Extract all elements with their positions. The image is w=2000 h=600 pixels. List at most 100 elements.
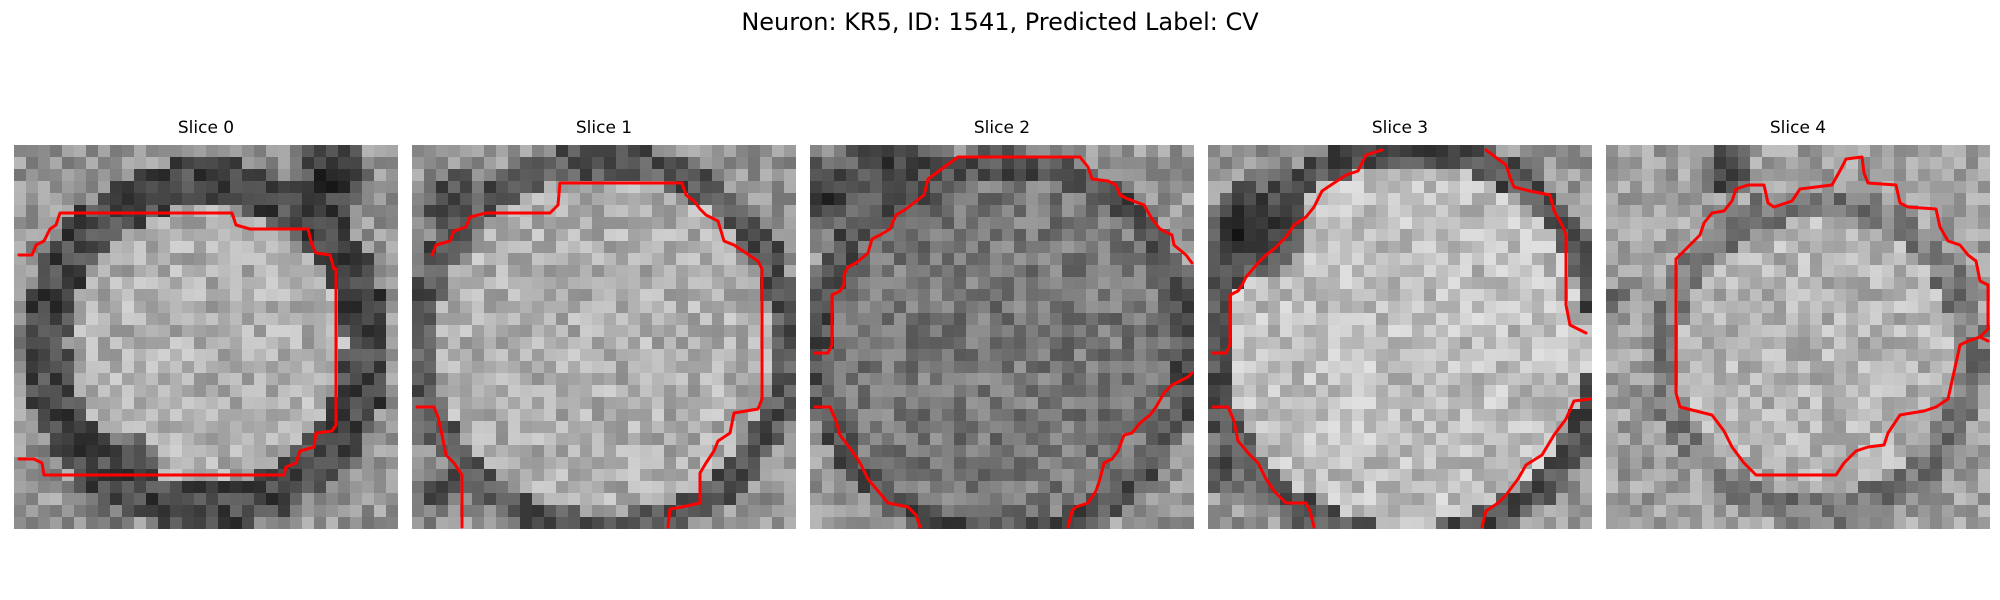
pixel-cell [1268, 265, 1281, 278]
pixel-cell [122, 421, 135, 434]
pixel-cell [1134, 337, 1147, 350]
segmentation-contour [430, 181, 764, 529]
pixel-cell [748, 349, 761, 362]
pixel-cell [990, 325, 1003, 338]
pixel-cell [1520, 517, 1533, 529]
pixel-cell [266, 433, 279, 446]
pixel-cell [170, 409, 183, 422]
pixel-cell [278, 289, 291, 302]
pixel-cell [954, 205, 967, 218]
pixel-cell [676, 205, 689, 218]
pixel-cell [436, 325, 449, 338]
pixel-cell [1460, 397, 1473, 410]
pixel-cell [134, 157, 147, 170]
pixel-cell [1436, 301, 1449, 314]
pixel-cell [1618, 313, 1631, 326]
pixel-cell [484, 277, 497, 290]
pixel-cell [810, 493, 823, 506]
pixel-cell [664, 253, 677, 266]
pixel-cell [1026, 229, 1039, 242]
pixel-cell [1678, 289, 1691, 302]
pixel-cell [1954, 289, 1967, 302]
pixel-cell [834, 157, 847, 170]
pixel-cell [1556, 493, 1569, 506]
pixel-cell [374, 253, 387, 266]
pixel-cell [350, 301, 363, 314]
pixel-cell [1918, 433, 1931, 446]
pixel-cell [1786, 349, 1799, 362]
pixel-cell [1472, 169, 1485, 182]
pixel-cell [942, 277, 955, 290]
pixel-cell [1678, 301, 1691, 314]
pixel-cell [966, 493, 979, 506]
pixel-cell [26, 349, 39, 362]
pixel-cell [918, 217, 931, 230]
pixel-cell [1256, 217, 1269, 230]
pixel-cell [1146, 349, 1159, 362]
pixel-cell [592, 505, 605, 518]
pixel-cell [182, 289, 195, 302]
pixel-cell [1822, 217, 1835, 230]
pixel-cell [930, 301, 943, 314]
pixel-cell [1158, 157, 1171, 170]
pixel-cell [1256, 421, 1269, 434]
pixel-cell [846, 361, 859, 374]
pixel-cell [1642, 373, 1655, 386]
pixel-cell [894, 289, 907, 302]
pixel-cell [688, 253, 701, 266]
pixel-cell [1496, 457, 1509, 470]
pixel-cell [230, 169, 243, 182]
pixel-cell [1654, 205, 1667, 218]
pixel-cell [170, 277, 183, 290]
pixel-cell [1280, 397, 1293, 410]
pixel-cell [1098, 325, 1111, 338]
pixel-cell [1606, 325, 1619, 338]
pixel-cell [508, 145, 521, 158]
pixel-cell [1630, 325, 1643, 338]
pixel-cell [748, 337, 761, 350]
pixel-cell [616, 385, 629, 398]
pixel-cell [508, 313, 521, 326]
pixel-cell [74, 253, 87, 266]
pixel-cell [362, 433, 375, 446]
pixel-cell [724, 217, 737, 230]
pixel-cell [846, 301, 859, 314]
pixel-cell [1666, 457, 1679, 470]
pixel-cell [338, 289, 351, 302]
pixel-cell [906, 265, 919, 278]
pixel-cell [1448, 409, 1461, 422]
pixel-cell [676, 229, 689, 242]
pixel-cell [1810, 373, 1823, 386]
pixel-cell [362, 325, 375, 338]
pixel-cell [496, 325, 509, 338]
pixel-cell [810, 253, 823, 266]
pixel-cell [784, 361, 796, 374]
pixel-cell [604, 169, 617, 182]
pixel-cell [314, 157, 327, 170]
pixel-cell [86, 409, 99, 422]
pixel-cell [930, 241, 943, 254]
pixel-cell [1532, 277, 1545, 290]
pixel-cell [810, 409, 823, 422]
pixel-cell [386, 361, 398, 374]
pixel-cell [158, 157, 171, 170]
pixel-cell [1232, 385, 1245, 398]
pixel-cell [1520, 421, 1533, 434]
pixel-cell [242, 205, 255, 218]
pixel-cell [1750, 421, 1763, 434]
pixel-cell [990, 409, 1003, 422]
pixel-cell [942, 289, 955, 302]
pixel-cell [1978, 457, 1990, 470]
pixel-cell [1424, 181, 1437, 194]
pixel-cell [496, 337, 509, 350]
pixel-cell [254, 349, 267, 362]
pixel-cell [508, 373, 521, 386]
pixel-cell [74, 289, 87, 302]
pixel-cell [592, 241, 605, 254]
pixel-cell [1448, 469, 1461, 482]
pixel-cell [1232, 505, 1245, 518]
pixel-cell [784, 253, 796, 266]
pixel-cell [1918, 229, 1931, 242]
pixel-cell [314, 181, 327, 194]
pixel-cell [1520, 145, 1533, 158]
